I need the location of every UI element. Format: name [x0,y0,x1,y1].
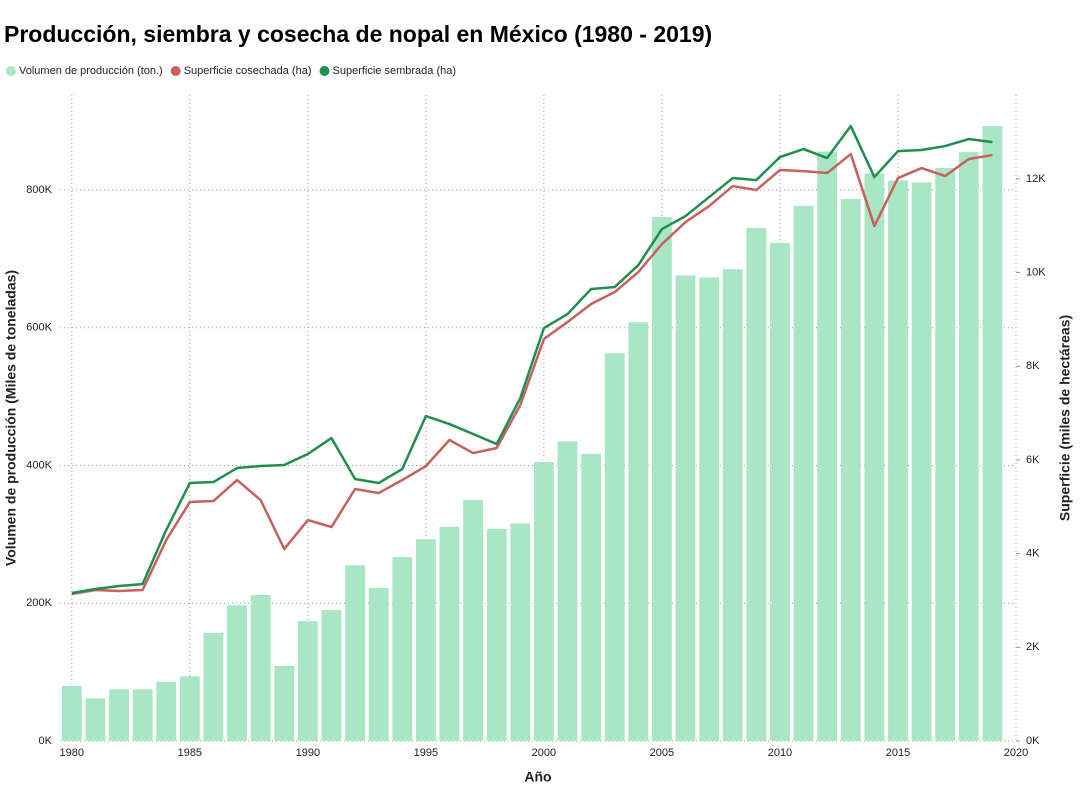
y-tick-label: 200K [26,597,52,609]
bar [179,676,200,741]
legend-marker [319,66,330,76]
bar [227,605,247,741]
bar [628,322,649,741]
lines [71,124,993,596]
bar [581,453,602,741]
legend-label: Superficie sembrada (ha) [333,65,457,77]
bar [156,681,177,741]
bar [368,588,389,741]
x-tick-label: 2020 [1004,747,1028,759]
bar [415,539,436,741]
bar [297,621,318,741]
bar [132,689,153,741]
bar [652,216,672,741]
bar [321,610,342,741]
y-tick-label: 600K [26,322,52,334]
bar [982,125,1003,742]
line [71,124,993,595]
x-tick-label: 1990 [296,747,320,759]
y-tick-label: 400K [26,459,52,471]
bar [274,665,295,741]
x-tick-label: 1980 [60,747,84,759]
legend-label: Volumen de producción (ton.) [19,65,163,77]
bar [61,685,82,741]
x-tick-label: 2015 [886,747,910,759]
bar [722,269,743,741]
y2-tick-label: 6K [1026,454,1040,466]
bars [61,125,1003,742]
chart-title: Producción, siembra y cosecha de nopal e… [4,21,712,47]
x-axis-title: Año [524,769,551,785]
bar [463,499,484,741]
bar [935,168,956,741]
bar [557,441,578,741]
bar [675,275,696,741]
x-tick-label: 1985 [178,747,202,759]
y2-tick-label: 2K [1026,641,1040,653]
bar [439,526,460,741]
y2-tick-label: 8K [1026,360,1040,372]
bar [533,462,554,741]
bar [793,205,814,741]
bar [604,353,625,741]
y2-tick-label: 4K [1026,548,1040,560]
legend-marker [6,66,16,76]
bar [345,565,365,741]
bar [840,198,861,742]
bar [770,243,790,741]
bar [888,180,908,741]
x-tick-label: 2010 [768,747,792,759]
y2-tick-label: 10K [1026,266,1046,278]
bar [109,689,129,741]
bar [250,594,271,741]
bar [203,632,224,741]
x-tick-label: 1995 [414,747,438,759]
line [71,152,993,596]
y2-tick-label: 0K [1026,735,1040,747]
bar [486,528,507,741]
bar [85,698,106,741]
y2-tick-label: 12K [1026,173,1046,185]
bar [699,277,720,741]
x-tick-label: 2005 [650,747,674,759]
bar [864,173,885,742]
y2-axis-title: Superficie (miles de hectáreas) [1057,315,1073,521]
y-axis-title: Volumen de producción (Miles de tonelada… [3,270,19,566]
bar [958,152,979,741]
bar [510,523,531,741]
bar [817,151,838,742]
bar [392,557,413,741]
y-tick-label: 800K [26,184,52,196]
legend-label: Superficie cosechada (ha) [184,65,312,77]
legend-marker [170,66,181,76]
bar [746,227,767,742]
y-tick-label: 0K [39,735,53,747]
x-tick-label: 2000 [532,747,556,759]
bar [911,182,932,741]
